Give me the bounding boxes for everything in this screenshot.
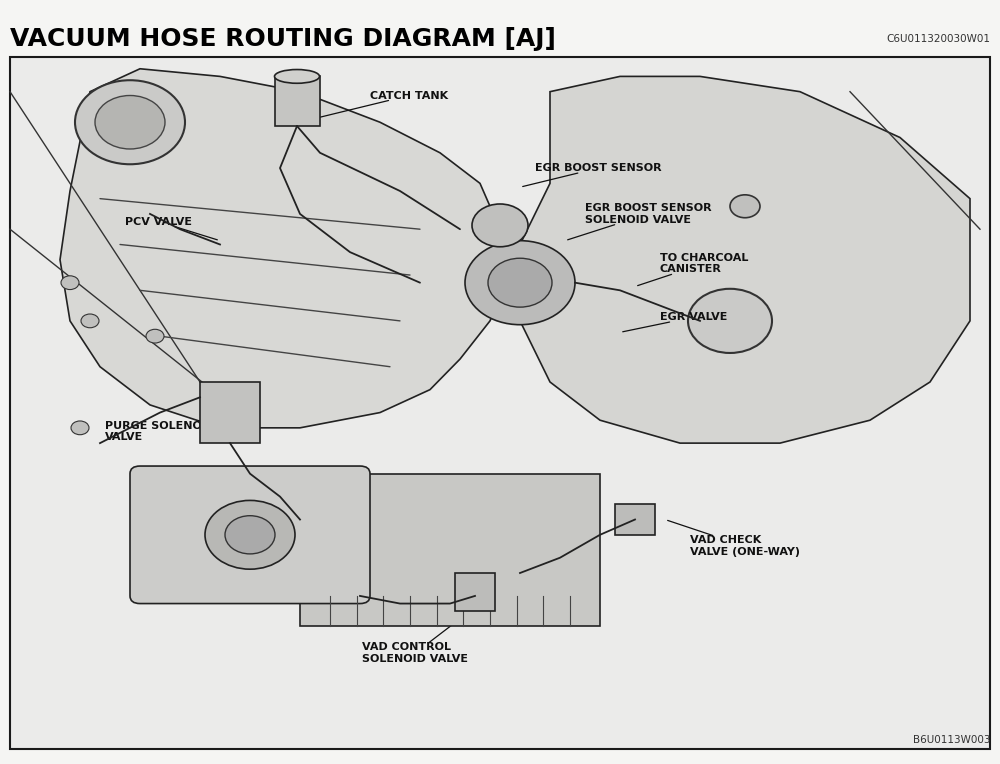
Bar [615,504,655,535]
Text: PURGE SOLENOID
VALVE: PURGE SOLENOID VALVE [105,417,215,442]
Polygon shape [60,69,510,428]
Text: C6U011320030W01: C6U011320030W01 [886,34,990,44]
Circle shape [146,329,164,343]
Circle shape [688,289,772,353]
Text: VACUUM HOSE ROUTING DIAGRAM [AJ]: VACUUM HOSE ROUTING DIAGRAM [AJ] [10,27,556,50]
Bar [275,76,320,126]
FancyBboxPatch shape [130,466,370,604]
Bar [455,573,495,611]
Bar [200,382,260,443]
Circle shape [488,258,552,307]
Text: TO CHARCOAL
CANISTER: TO CHARCOAL CANISTER [638,253,748,286]
Text: B6U0113W003: B6U0113W003 [912,735,990,745]
Text: VAD CONTROL
SOLENOID VALVE: VAD CONTROL SOLENOID VALVE [362,617,468,664]
Circle shape [225,516,275,554]
Text: EGR BOOST SENSOR: EGR BOOST SENSOR [523,163,662,186]
Bar [300,474,600,626]
Circle shape [61,276,79,290]
Circle shape [472,204,528,247]
Circle shape [71,421,89,435]
Circle shape [730,195,760,218]
Circle shape [81,314,99,328]
Text: CATCH TANK: CATCH TANK [318,90,448,118]
Circle shape [95,96,165,149]
Circle shape [465,241,575,325]
Ellipse shape [274,70,320,83]
Text: EGR VALVE: EGR VALVE [623,312,727,332]
Text: PCV VALVE: PCV VALVE [125,216,217,240]
Text: VAD CHECK
VALVE (ONE-WAY): VAD CHECK VALVE (ONE-WAY) [668,520,800,557]
Text: VAD VACUUM
CHAMBER: VAD VACUUM CHAMBER [155,520,277,557]
Text: EGR BOOST SENSOR
SOLENOID VALVE: EGR BOOST SENSOR SOLENOID VALVE [568,203,712,240]
Circle shape [75,80,185,164]
Circle shape [205,500,295,569]
Polygon shape [520,76,970,443]
